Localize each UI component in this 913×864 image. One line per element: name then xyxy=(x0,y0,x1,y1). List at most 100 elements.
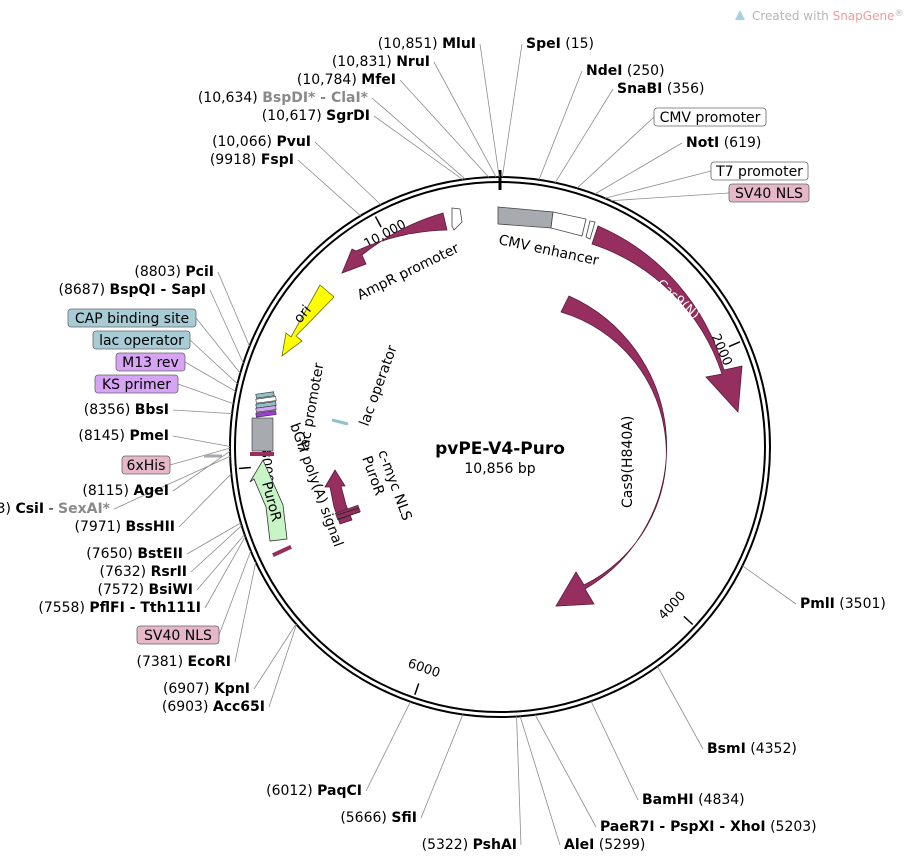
pvui-site-leader xyxy=(314,141,382,206)
agei-site-leader xyxy=(172,450,231,492)
bamhi-site-position: (4834) xyxy=(694,792,745,808)
cas9-h840a-site-marker xyxy=(651,496,667,503)
sv40-nls-top-box-bg xyxy=(728,183,810,203)
acc65i-site-name: Acc65I xyxy=(213,699,265,715)
lac-operator-box-label: lac operator xyxy=(99,333,184,349)
agei-site-name: AgeI xyxy=(133,483,169,499)
ndei-site-label: NdeI (250) xyxy=(586,63,665,79)
snapgene-branding: Created with SnapGene® xyxy=(735,9,903,23)
bsteii-site-name: BstEII xyxy=(137,546,183,562)
bsteii-site: (7650) BstEII xyxy=(86,546,183,562)
branding-accent: SnapGene xyxy=(833,9,895,23)
sv40-nls-top-label: SV40 NLS xyxy=(735,186,803,202)
bspqi-sapi-site-label: (8687) BspQI - SapI xyxy=(59,282,206,298)
ndei-site-position: (250) xyxy=(622,63,664,79)
pvui-site-label: (10,066) PvuI xyxy=(212,134,311,150)
rsrii-site-position: (7632) xyxy=(100,564,151,580)
csii-site-label: (8083) CsiI - SexAI* xyxy=(0,501,111,517)
cas9-n-feature xyxy=(591,225,743,413)
fspi-site-name: FspI xyxy=(261,152,294,168)
pshai-site-name: PshAI xyxy=(473,837,517,853)
plasmid-name: pvPE-V4-Puro xyxy=(435,439,565,459)
m13-rev-leader xyxy=(184,361,236,392)
pmei-site-name: PmeI xyxy=(129,428,169,444)
pmli-site-position: (3501) xyxy=(835,596,886,612)
ks-primer-feature xyxy=(255,410,277,418)
noti-site-label: NotI (619) xyxy=(686,135,761,151)
pflfi-tth111i-site-position: (7558) xyxy=(38,600,89,616)
sgrdi-site-name: SgrDI xyxy=(326,108,370,124)
mfei-site-leader xyxy=(399,79,490,178)
lac-operator-box-box: lac operator xyxy=(92,330,191,350)
paqci-site-position: (6012) xyxy=(266,783,317,799)
pflfi-tth111i-site-label: (7558) PflFI - Tth111I xyxy=(38,600,201,616)
lac-operator-box-box-bg xyxy=(92,330,191,350)
spei-site-name: SpeI xyxy=(526,36,561,52)
kpni-site-name: KpnI xyxy=(214,681,250,697)
t7-promoter-feature xyxy=(585,220,596,240)
sv40-nls-bottom-leader xyxy=(218,550,252,636)
features xyxy=(204,206,743,607)
sv40-nls-bottom-label: SV40 NLS xyxy=(144,628,212,644)
nrui-site-label: (10,831) NruI xyxy=(332,54,430,70)
pmli-site-label: PmlI (3501) xyxy=(800,596,886,612)
puror-label: PuroR xyxy=(258,480,284,524)
snabi-site-leader xyxy=(554,88,614,183)
pvui-site-name: PvuI xyxy=(276,134,311,150)
tick-10000 xyxy=(374,216,382,228)
ecori-site: (7381) EcoRI xyxy=(137,654,232,670)
acc65i-site-position: (6903) xyxy=(162,699,213,715)
m13-rev-box-bg xyxy=(115,352,186,372)
lac-promoter-feature xyxy=(255,396,277,404)
bsiwi-site-position: (7572) xyxy=(98,582,149,598)
kpni-site-label: (6907) KpnI xyxy=(163,681,250,697)
ks-primer-leader xyxy=(177,383,234,405)
site-leader-lines xyxy=(113,43,797,846)
paqci-site-name: PaqCI xyxy=(317,783,362,799)
agei-site-position: (8115) xyxy=(82,483,133,499)
lac-operator-label: lac operator xyxy=(357,343,401,428)
snabi-site-label: SnaBI (356) xyxy=(617,81,705,97)
cmv-promoter-label: CMV promoter xyxy=(660,110,761,126)
m13-rev-label: M13 rev xyxy=(122,355,179,371)
bsiwi-site: (7572) BsiWI xyxy=(98,582,193,598)
bsteii-site-leader xyxy=(186,522,242,555)
sv40-nls-bottom-box-bg xyxy=(136,625,220,645)
sfii-site-name: SfiI xyxy=(391,810,417,826)
pmei-site-leader xyxy=(172,435,231,447)
pflfi-tth111i-site: (7558) PflFI - Tth111I xyxy=(38,600,201,616)
acc65i-site: (6903) Acc65I xyxy=(162,699,265,715)
noti-site: NotI (619) xyxy=(686,135,761,151)
paqci-site-label: (6012) PaqCI xyxy=(266,783,362,799)
sgrdi-site: (10,617) SgrDI xyxy=(262,108,370,124)
pshai-site-label: (5322) PshAI xyxy=(422,837,517,853)
6xhis-box: 6xHis xyxy=(121,455,171,475)
rsrii-site-leader xyxy=(190,525,242,573)
alei-site-position: (5299) xyxy=(594,837,645,853)
branding-text: Created with SnapGene® xyxy=(752,9,903,23)
acc65i-site-leader xyxy=(268,624,297,708)
6xhis-label: 6xHis xyxy=(127,458,166,474)
csii-site-leader xyxy=(113,455,231,510)
bsmi-site: BsmI (4352) xyxy=(707,741,797,757)
alei-site-leader xyxy=(519,716,561,846)
puror-feature xyxy=(249,459,288,542)
pflfi-tth111i-site-leader xyxy=(204,536,246,609)
mfei-site: (10,784) MfeI xyxy=(297,72,396,88)
sv40-nls-bottom-box: SV40 NLS xyxy=(136,625,220,645)
csii-site-name: CsiI xyxy=(15,501,44,517)
rsrii-site-label: (7632) RsrII xyxy=(100,564,187,580)
t7-promoter-box-bg xyxy=(710,161,809,181)
bamhi-site-name: BamHI xyxy=(642,792,694,808)
snabi-site-position: (356) xyxy=(662,81,704,97)
kpni-site-position: (6907) xyxy=(163,681,214,697)
rsrii-site-name: RsrII xyxy=(151,564,187,580)
sv40-nls-top-box: SV40 NLS xyxy=(728,183,810,203)
cmv-enhancer-label: CMV enhancer xyxy=(497,232,600,269)
mfei-site-position: (10,784) xyxy=(297,72,361,88)
noti-site-position: (619) xyxy=(719,135,761,151)
bspdi-clai-site-position: (10,634) xyxy=(198,90,262,106)
nrui-site-position: (10,831) xyxy=(332,54,396,70)
pcii-site-leader xyxy=(217,271,250,347)
